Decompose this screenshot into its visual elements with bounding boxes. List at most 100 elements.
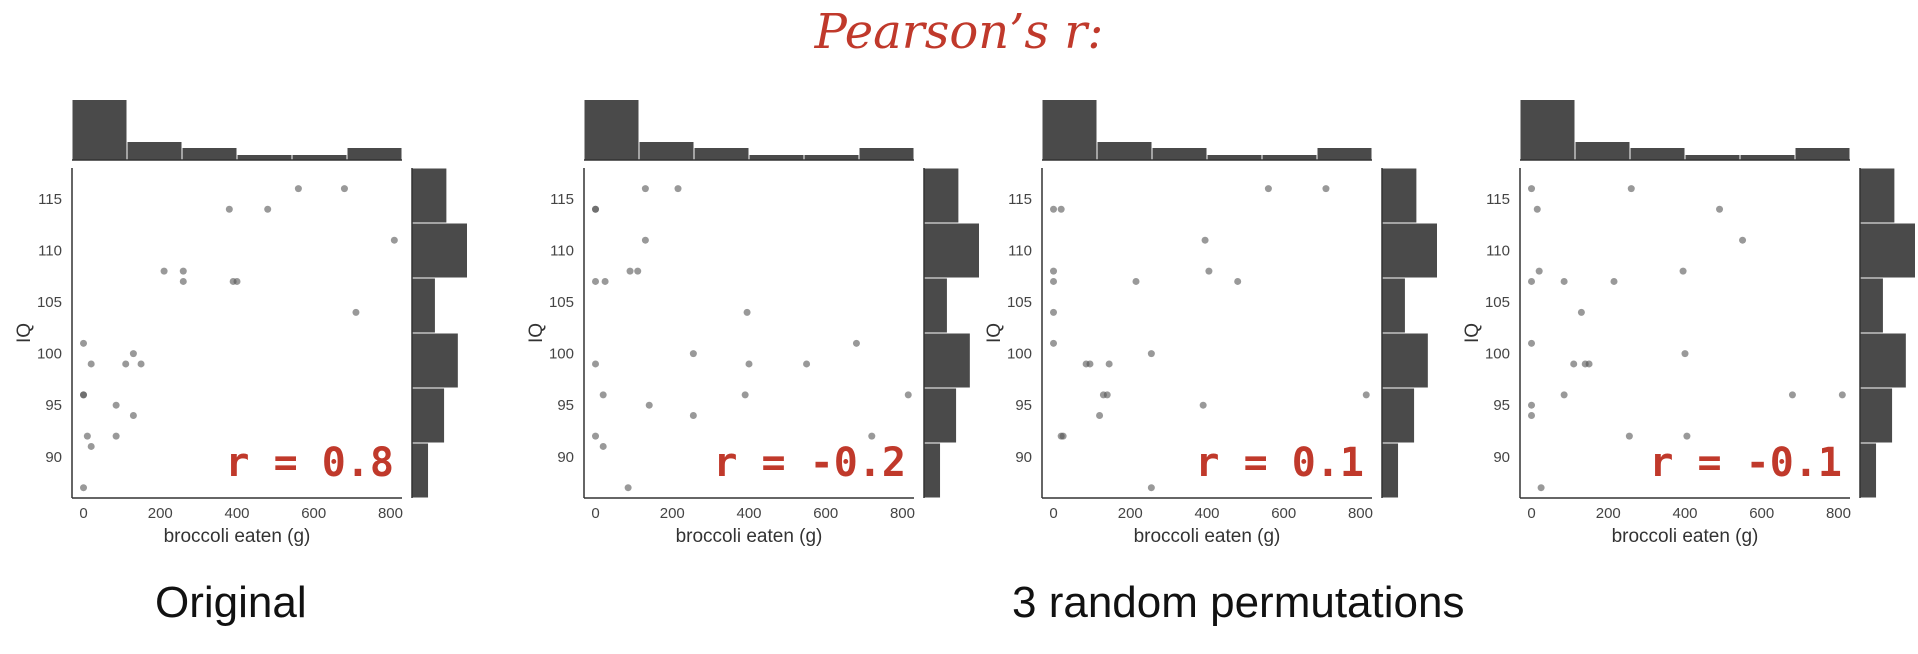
x-hist-bar: [749, 155, 804, 160]
y-hist-bar: [1382, 168, 1417, 223]
data-point: [80, 391, 88, 399]
x-tick-label: 600: [301, 505, 326, 522]
data-point: [112, 401, 120, 409]
data-point: [1050, 277, 1058, 285]
data-point: [852, 339, 860, 347]
data-point: [1528, 277, 1536, 285]
chart-panel-original: 0 200 400 600 800 90 95 100 105 110 115 broccoli ea…: [0, 90, 467, 560]
x-hist-bar: [1630, 148, 1685, 160]
data-point: [1739, 236, 1747, 244]
data-point: [1264, 185, 1272, 193]
data-point: [634, 267, 642, 275]
data-point: [1096, 412, 1104, 419]
x-tick-label: 0: [79, 505, 87, 522]
x-tick-label: 800: [1348, 505, 1373, 522]
data-point: [112, 432, 120, 440]
y-tick-label: 110: [1008, 243, 1032, 260]
data-point: [1086, 360, 1094, 368]
data-point: [904, 391, 912, 399]
data-point: [1147, 484, 1155, 492]
y-hist-bar: [1382, 333, 1428, 388]
y-hist-bar: [1860, 168, 1895, 223]
chart-svg: 0 200 400 600 800 90 95 100 105 110 115 broccoli ea…: [526, 100, 979, 547]
data-point: [599, 391, 607, 399]
y-tick-label: 110: [1486, 243, 1510, 260]
y-tick-label: 105: [37, 294, 62, 311]
data-point: [641, 236, 649, 244]
y-tick-label: 110: [38, 243, 62, 260]
x-hist-bar: [1520, 100, 1575, 160]
chart-panel-permutation-2: 0 200 400 600 800 90 95 100 105 110 115 broccoli ea…: [970, 90, 1437, 560]
y-hist-bar: [1860, 443, 1877, 498]
data-point: [743, 308, 751, 316]
data-point: [1528, 412, 1536, 419]
data-point: [1362, 391, 1370, 399]
data-point: [601, 277, 609, 285]
data-point: [1050, 308, 1058, 316]
x-hist-bar: [584, 100, 639, 160]
y-tick-label: 105: [549, 294, 574, 311]
data-point: [689, 350, 697, 358]
data-point: [1103, 391, 1111, 399]
data-point: [1322, 185, 1330, 193]
x-hist-bar: [694, 148, 749, 160]
data-point: [745, 360, 753, 368]
data-point: [1625, 432, 1633, 440]
data-point: [87, 360, 95, 368]
data-point: [1570, 360, 1578, 368]
data-point: [1533, 205, 1541, 213]
data-point: [1627, 185, 1635, 193]
data-point: [1716, 205, 1724, 213]
data-point: [179, 267, 187, 275]
y-hist-bar: [412, 443, 429, 498]
x-tick-label: 400: [736, 505, 761, 522]
caption-original: Original: [155, 578, 307, 627]
y-tick-label: 95: [557, 397, 574, 414]
y-hist-bar: [412, 278, 435, 333]
x-tick-label: 800: [1826, 505, 1851, 522]
y-hist-bar: [924, 443, 941, 498]
data-point: [1059, 432, 1067, 440]
x-hist-bar: [639, 142, 694, 160]
chart-svg: 0 200 400 600 800 90 95 100 105 110 115 broccoli ea…: [14, 100, 467, 547]
y-hist-bar: [412, 168, 447, 223]
data-point: [122, 360, 130, 368]
x-axis-label: broccoli eaten (g): [164, 526, 311, 547]
y-hist-bar: [1860, 333, 1906, 388]
data-point: [1585, 360, 1593, 368]
data-point: [599, 442, 607, 450]
x-tick-label: 400: [224, 505, 249, 522]
data-point: [803, 360, 811, 368]
x-axis-label: broccoli eaten (g): [676, 526, 823, 547]
y-tick-label: 100: [1485, 346, 1510, 363]
y-hist-bar: [924, 278, 947, 333]
data-point: [1560, 391, 1568, 399]
x-hist-bar: [1575, 142, 1630, 160]
x-axis-label: broccoli eaten (g): [1134, 526, 1281, 547]
data-point: [1535, 267, 1543, 275]
data-point: [225, 205, 233, 213]
data-point: [80, 339, 88, 347]
data-point: [294, 185, 302, 193]
data-point: [87, 442, 95, 450]
y-tick-label: 100: [1007, 346, 1032, 363]
data-point: [641, 185, 649, 193]
data-point: [868, 432, 876, 440]
data-point: [592, 277, 600, 285]
data-point: [1105, 360, 1113, 368]
y-tick-label: 115: [1486, 191, 1510, 208]
data-point: [1683, 432, 1691, 440]
x-hist-bar: [859, 148, 914, 160]
data-point: [264, 205, 272, 213]
pearson-r-label: r = -0.2: [713, 440, 906, 486]
data-point: [1560, 277, 1568, 285]
data-point: [1050, 267, 1058, 275]
data-point: [592, 205, 600, 213]
data-point: [1788, 391, 1796, 399]
x-hist-bar: [1795, 148, 1850, 160]
data-point: [1528, 185, 1536, 193]
y-hist-bar: [412, 333, 458, 388]
data-point: [1537, 484, 1545, 492]
y-hist-bar: [924, 388, 957, 443]
x-hist-bar: [1685, 155, 1740, 160]
